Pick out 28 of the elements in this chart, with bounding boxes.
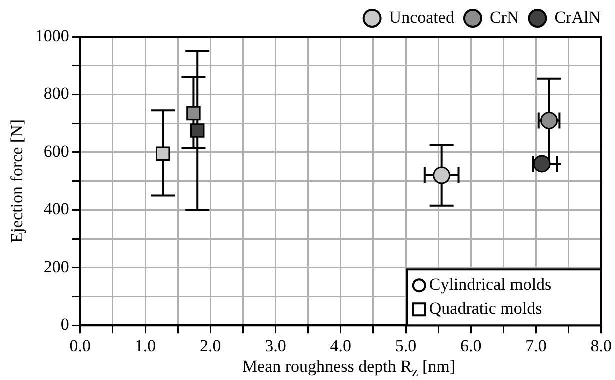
x-axis-title: Mean roughness depth R$_{z}$ [nm]	[241, 357, 457, 380]
x-tick-label: 2.0	[200, 336, 222, 356]
point	[190, 124, 205, 138]
legend-label: CrN	[490, 8, 520, 27]
legend-label: Uncoated	[389, 8, 455, 27]
y-tick-label: 600	[44, 142, 70, 161]
x-tick-label: 8.0	[590, 336, 612, 356]
point	[540, 112, 558, 130]
y-tick-label: 0	[60, 315, 70, 334]
y-tick-label: 800	[44, 84, 70, 104]
y-tick-label: 200	[44, 257, 70, 276]
point	[186, 106, 201, 121]
x-tick-label: 5.0	[395, 336, 417, 356]
y-tick-label: 400	[44, 200, 70, 219]
legend-label: Quadratic molds	[429, 299, 542, 318]
x-tick-label: 3.0	[265, 336, 286, 356]
y-axis-title: Ejection force [N]	[8, 119, 27, 244]
point	[533, 155, 551, 173]
x-tick-label: 0.0	[70, 336, 92, 356]
point	[156, 146, 170, 161]
x-tick-label: 7.0	[526, 336, 547, 356]
x-tick-label: 6.0	[460, 336, 482, 356]
legend-label: Cylindrical molds	[429, 275, 552, 294]
legend-label: CrAlN	[554, 8, 602, 27]
x-tick-label: 1.0	[134, 336, 156, 356]
x-tick-label: 4.0	[330, 336, 352, 356]
y-tick-label: 1000	[35, 26, 70, 46]
point	[433, 166, 451, 184]
